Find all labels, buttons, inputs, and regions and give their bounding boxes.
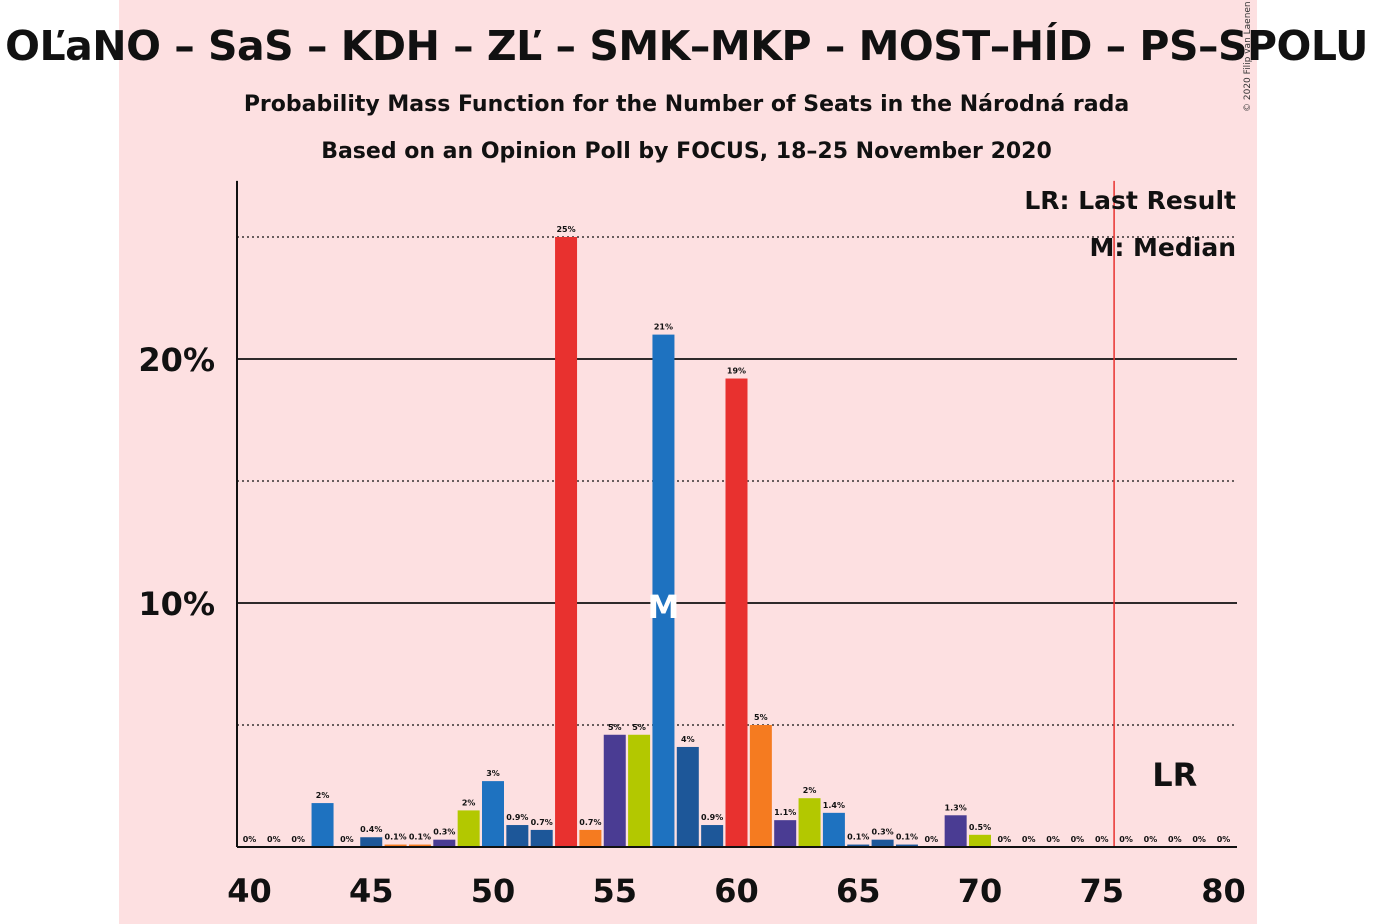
bar-value-label: 0% (243, 835, 257, 844)
x-tick-label: 40 (227, 872, 272, 910)
bar-seats-55 (603, 734, 626, 847)
bar-value-label: 1.3% (945, 803, 967, 812)
bar-seats-65 (847, 844, 870, 847)
bar-seats-63 (798, 798, 821, 847)
bar-seats-47 (408, 844, 431, 847)
bar-seats-52 (530, 829, 553, 847)
bar-value-label: 2% (462, 798, 476, 807)
bar-value-label: 0% (1095, 835, 1109, 844)
bar-value-label: 0.1% (847, 833, 869, 842)
bar-seats-61 (749, 725, 772, 847)
bar-seats-48 (433, 839, 456, 847)
bar-value-label: 0% (1022, 835, 1036, 844)
bar-seats-49 (457, 810, 480, 847)
bar-seats-69 (944, 815, 967, 847)
bar-value-label: 5% (754, 713, 768, 722)
x-tick-label: 50 (471, 872, 516, 910)
bar-seats-43 (311, 803, 334, 847)
bar-seats-64 (822, 812, 845, 847)
bar-value-label: 5% (608, 723, 622, 732)
bar-value-label: 0% (1071, 835, 1085, 844)
bar-value-label: 0.3% (433, 828, 455, 837)
x-tick-label: 65 (836, 872, 881, 910)
bar-value-label: 0% (340, 835, 354, 844)
bar-value-label: 0.9% (506, 813, 528, 822)
x-tick-label: 80 (1201, 872, 1246, 910)
x-tick-label: 55 (592, 872, 637, 910)
bar-value-label: 0.3% (872, 828, 894, 837)
x-tick-label: 60 (714, 872, 759, 910)
bar-value-label: 0% (1119, 835, 1133, 844)
bar-value-label: 2% (316, 791, 330, 800)
bar-value-label: 0% (291, 835, 305, 844)
bar-value-label: 0% (1168, 835, 1182, 844)
legend-last-result: LR: Last Result (1024, 186, 1236, 215)
bar-value-label: 5% (632, 723, 646, 732)
bar-value-label: 0% (998, 835, 1012, 844)
bar-seats-59 (701, 825, 724, 847)
bar-value-label: 0.5% (969, 823, 991, 832)
bar-value-label: 4% (681, 735, 695, 744)
bar-seats-56 (628, 734, 651, 847)
bar-value-label: 19% (727, 367, 746, 376)
bar-seats-66 (871, 839, 894, 847)
last-result-marker: LR (1152, 756, 1197, 794)
bar-seats-62 (774, 820, 797, 847)
bar-value-label: 0.7% (531, 818, 553, 827)
legend-median: M: Median (1089, 233, 1236, 262)
bar-seats-50 (482, 781, 504, 847)
bar-seats-51 (506, 825, 529, 847)
bar-seats-45 (360, 837, 383, 847)
bar-value-label: 0.1% (896, 833, 918, 842)
y-tick-label: 20% (138, 341, 215, 379)
bar-seats-53 (555, 237, 578, 847)
bar-value-label: 21% (654, 323, 673, 332)
bar-value-label: 0.9% (701, 813, 723, 822)
bar-value-label: 0.1% (385, 833, 407, 842)
bar-value-label: 0.1% (409, 833, 431, 842)
bar-value-label: 0% (925, 835, 939, 844)
bar-value-label: 0% (1046, 835, 1060, 844)
bar-value-label: 1.4% (823, 801, 845, 810)
bar-seats-70 (969, 834, 991, 847)
bar-value-label: 0% (1192, 835, 1206, 844)
bar-seats-67 (895, 844, 918, 847)
bar-value-label: 25% (556, 225, 575, 234)
x-tick-label: 45 (349, 872, 394, 910)
bar-value-label: 1.1% (774, 808, 796, 817)
bar-value-label: 3% (486, 769, 500, 778)
chart-source-subtitle: Based on an Opinion Poll by FOCUS, 18–25… (321, 139, 1052, 164)
bar-value-label: 2% (803, 786, 817, 795)
bar-seats-57 (652, 334, 675, 848)
chart-title: OĽaNO – SaS – KDH – ZĽ – SMK–MKP – MOST–… (5, 22, 1368, 70)
x-tick-label: 75 (1079, 872, 1124, 910)
median-marker: M (648, 588, 680, 626)
y-tick-label: 10% (138, 585, 215, 623)
bar-value-label: 0.7% (579, 818, 601, 827)
bar-seats-60 (725, 378, 748, 847)
bar-seats-46 (384, 844, 407, 847)
bar-value-label: 0% (267, 835, 281, 844)
bar-value-label: 0% (1217, 835, 1231, 844)
bar-value-label: 0.4% (360, 825, 382, 834)
bar-seats-54 (579, 829, 602, 847)
bar-seats-58 (676, 746, 699, 847)
x-tick-label: 70 (958, 872, 1003, 910)
chart-subtitle: Probability Mass Function for the Number… (243, 92, 1130, 117)
bar-value-label: 0% (1144, 835, 1158, 844)
